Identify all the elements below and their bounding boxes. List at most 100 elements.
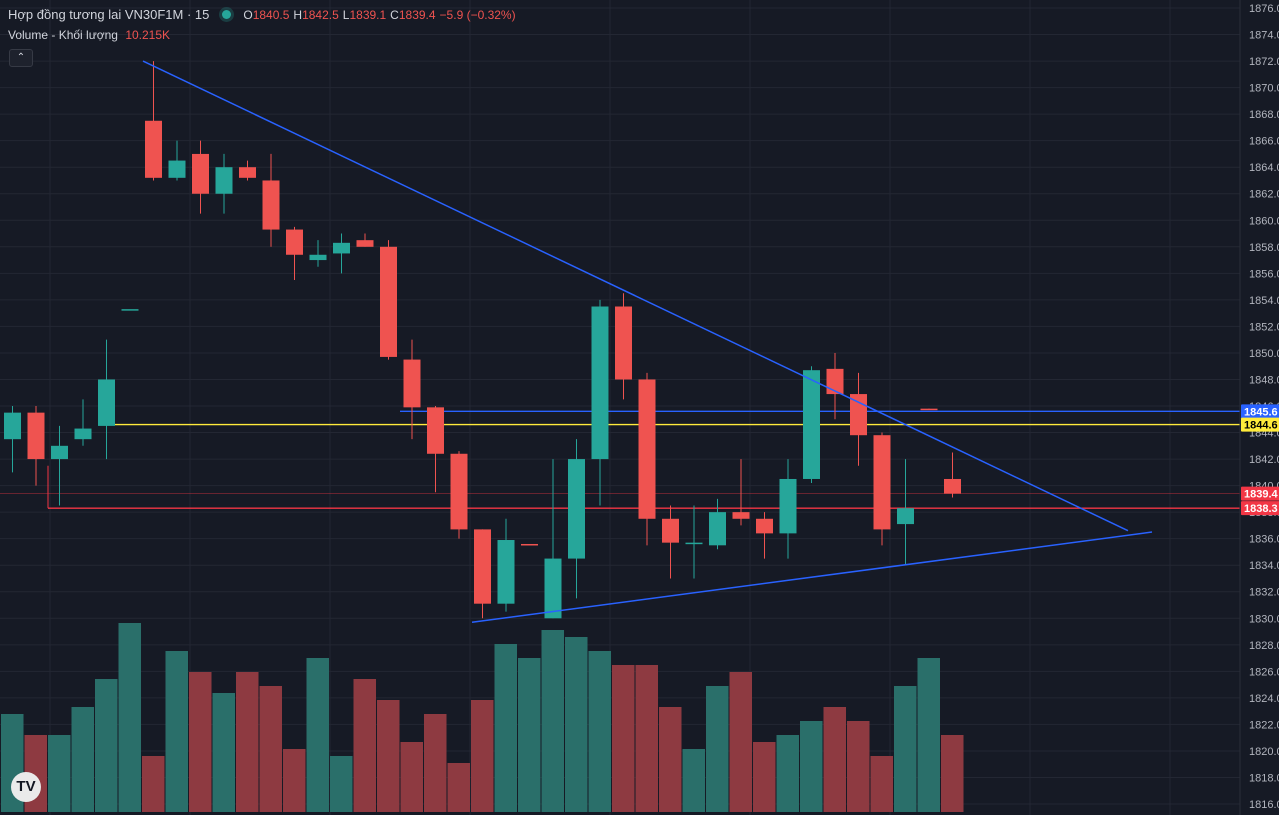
price-label-text: 1845.6 xyxy=(1244,406,1278,418)
close-label: C xyxy=(390,7,399,22)
candle-body xyxy=(51,445,68,460)
symbol-title[interactable]: Hợp đồng tương lai VN30F1M · 15 xyxy=(8,7,210,22)
price-tick-label: 1824.0 xyxy=(1249,693,1279,705)
volume-bar xyxy=(541,630,564,812)
price-tick-label: 1856.0 xyxy=(1249,268,1279,280)
volume-bar xyxy=(917,658,940,812)
triangle-trendlines[interactable] xyxy=(142,60,1153,624)
candle-body xyxy=(427,407,444,454)
volume-bar xyxy=(306,658,329,812)
candle-body xyxy=(309,254,327,261)
candle-body xyxy=(215,167,233,194)
volume-bar xyxy=(847,721,870,812)
market-status-icon xyxy=(222,10,232,19)
volume-bar xyxy=(565,637,588,812)
price-label-bg xyxy=(1241,486,1279,501)
volume-label[interactable]: Volume - Khối lượng xyxy=(8,28,118,42)
price-tick-label: 1866.0 xyxy=(1249,136,1279,148)
candle-body xyxy=(474,529,491,604)
candle-body xyxy=(286,229,303,255)
volume-value: 10.215K xyxy=(125,28,171,42)
volume-bar xyxy=(236,672,259,812)
candle-body xyxy=(685,542,703,545)
volume-bar xyxy=(729,672,752,812)
candles xyxy=(4,61,961,619)
volume-bar xyxy=(941,735,964,812)
tradingview-logo[interactable]: TV xyxy=(11,772,41,802)
price-tick-label: 1818.0 xyxy=(1249,772,1279,784)
price-tick-label: 1864.0 xyxy=(1249,162,1279,174)
volume-bar xyxy=(612,665,635,812)
open-label: O xyxy=(243,7,253,22)
candle-body xyxy=(897,508,914,525)
price-tick-label: 1860.0 xyxy=(1249,215,1279,227)
volume-bar xyxy=(259,686,282,812)
price-tick-label: 1858.0 xyxy=(1249,242,1279,254)
candle-body xyxy=(544,558,562,619)
price-label-text: 1844.6 xyxy=(1244,420,1278,432)
price-tick-label: 1862.0 xyxy=(1249,189,1279,201)
volume-bar xyxy=(95,679,118,812)
candle-body xyxy=(380,246,397,357)
candle-body xyxy=(662,518,679,543)
low-label: L xyxy=(342,7,350,22)
candle-body xyxy=(568,459,585,559)
volume-bar xyxy=(776,735,799,812)
volume-bar xyxy=(823,707,846,812)
candle-body xyxy=(756,518,773,534)
price-label-bg xyxy=(1241,417,1279,432)
volume-bar xyxy=(659,707,682,812)
volume-bar xyxy=(377,700,400,812)
candle-body xyxy=(638,379,656,519)
price-tick-label: 1868.0 xyxy=(1249,109,1279,121)
candle-body xyxy=(709,512,726,546)
price-tick-label: 1852.0 xyxy=(1249,321,1279,333)
candle-body xyxy=(168,160,186,178)
change-value: −5.9 (−0.32%) xyxy=(439,7,516,22)
price-tick-label: 1826.0 xyxy=(1249,666,1279,678)
candle-body xyxy=(615,306,632,380)
candle-body xyxy=(497,540,515,604)
candle-body xyxy=(262,180,280,230)
volume-bar xyxy=(800,721,823,812)
volume-bar xyxy=(635,665,658,812)
candle-body xyxy=(27,412,45,460)
price-tick-label: 1876.0 xyxy=(1249,3,1279,15)
candle-body xyxy=(403,359,421,408)
price-label-bg xyxy=(1241,501,1279,516)
volume-bar xyxy=(894,686,917,812)
volume-bar xyxy=(400,742,423,812)
price-tick-label: 1870.0 xyxy=(1249,83,1279,95)
volume-bar xyxy=(682,749,705,812)
price-tick-label: 1850.0 xyxy=(1249,348,1279,360)
volume-bar xyxy=(471,700,494,812)
candle-body xyxy=(74,428,92,440)
chevron-up-icon[interactable]: ⌃ xyxy=(9,49,33,67)
price-tick-label: 1832.0 xyxy=(1249,587,1279,599)
candle-body xyxy=(779,478,797,534)
price-tick-label: 1872.0 xyxy=(1249,56,1279,68)
price-tick-label: 1874.0 xyxy=(1249,30,1279,42)
price-tick-label: 1854.0 xyxy=(1249,295,1279,307)
candle-body xyxy=(873,435,891,530)
price-labels: 1845.6 1844.6 1839.4 1838.3 xyxy=(1241,404,1279,515)
volume-bar xyxy=(753,742,776,812)
volume-bar xyxy=(118,623,141,812)
price-tick-label: 1816.0 xyxy=(1249,799,1279,811)
chart-legend: Hợp đồng tương lai VN30F1M · 15 O 1840.5 … xyxy=(8,7,520,42)
candle-body xyxy=(145,120,162,178)
volume-bar xyxy=(283,749,306,812)
price-tick-label: 1830.0 xyxy=(1249,613,1279,625)
price-tick-label: 1822.0 xyxy=(1249,719,1279,731)
price-tick-label: 1828.0 xyxy=(1249,640,1279,652)
volume-bar xyxy=(142,756,165,812)
volume-bar xyxy=(424,714,447,812)
price-label-bg xyxy=(1241,404,1279,419)
volume-bar xyxy=(706,686,729,812)
volume-bar xyxy=(353,679,376,812)
price-tick-label: 1834.0 xyxy=(1249,560,1279,572)
low-value: 1839.1 xyxy=(349,7,387,22)
price-tick-label: 1848.0 xyxy=(1249,374,1279,386)
trendline-lower xyxy=(471,531,1153,624)
